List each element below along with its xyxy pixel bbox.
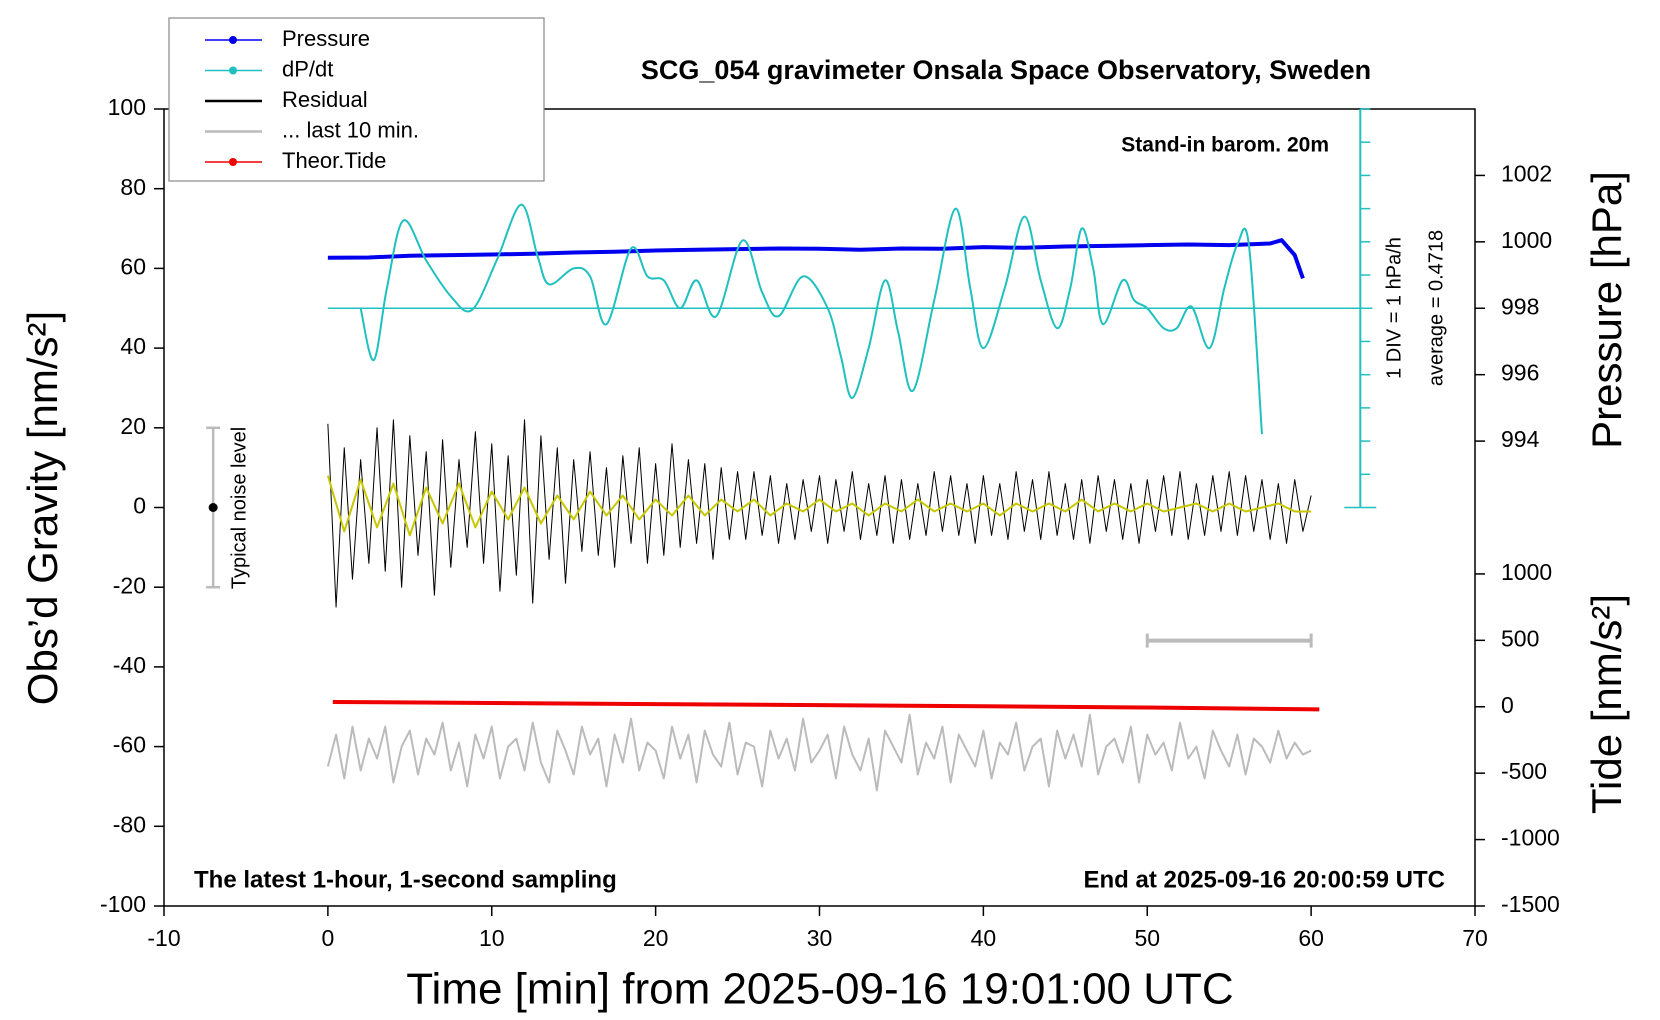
sampling-note: The latest 1-hour, 1-second sampling xyxy=(194,866,617,893)
x-tick-label: 70 xyxy=(1462,925,1488,951)
x-tick-label: 30 xyxy=(807,925,833,951)
x-tick-label: 60 xyxy=(1298,925,1324,951)
dpdt-average-label: average = 0.4718 xyxy=(1425,230,1447,386)
series-line xyxy=(359,203,1263,435)
legend-marker xyxy=(229,36,237,44)
chart-title: SCG_054 gravimeter Onsala Space Observat… xyxy=(641,55,1371,85)
x-tick-label: 40 xyxy=(971,925,997,951)
y3-tick-label: 0 xyxy=(1501,692,1514,718)
series-line xyxy=(327,419,1312,608)
y3-tick-label: -1500 xyxy=(1501,891,1560,917)
y-tick-label: -40 xyxy=(113,652,146,678)
y3-tick-label: 500 xyxy=(1501,625,1539,651)
y2-tick-label: 996 xyxy=(1501,360,1539,386)
y-tick-label: 80 xyxy=(120,174,146,200)
y2-tick-label: 994 xyxy=(1501,426,1540,452)
legend-box xyxy=(168,17,545,182)
legend-label: ... last 10 min. xyxy=(282,117,419,142)
dpdt-div-label: 1 DIV = 1 hPa/h xyxy=(1383,237,1405,379)
legend-label: Theor.Tide xyxy=(282,148,386,173)
y-tick-label: -100 xyxy=(100,891,146,917)
y2-tick-label: 1002 xyxy=(1501,160,1552,186)
x-axis-label: Time [min] from 2025-09-16 19:01:00 UTC xyxy=(406,965,1233,1014)
x-tick-label: 0 xyxy=(321,925,334,951)
y-tick-label: -60 xyxy=(113,732,146,758)
y3-tick-label: -1000 xyxy=(1501,825,1560,851)
y-tick-label: 20 xyxy=(120,413,146,439)
y3-axis-label: Tide [nm/s²] xyxy=(1583,594,1630,814)
y2-tick-label: 1000 xyxy=(1501,227,1552,253)
y-axis-label: Obs’d Gravity [nm/s²] xyxy=(19,311,66,705)
legend-marker xyxy=(229,66,237,75)
y-tick-label: 40 xyxy=(120,333,146,359)
x-tick-label: -10 xyxy=(147,925,180,951)
x-tick-label: 20 xyxy=(643,925,669,951)
x-tick-label: 10 xyxy=(479,925,505,951)
y3-tick-label: 1000 xyxy=(1501,559,1552,585)
y-tick-label: 100 xyxy=(108,94,146,120)
noise-label: Typical noise level xyxy=(228,427,250,589)
series-line xyxy=(327,238,1305,280)
y-tick-label: -80 xyxy=(113,811,146,837)
station-note: Stand-in barom. 20m xyxy=(1121,134,1329,157)
y2-tick-label: 998 xyxy=(1501,293,1539,319)
legend: Pressure dP/dt Residual ... last 10 min. The… xyxy=(168,17,545,182)
series-line xyxy=(332,699,1320,712)
legend-label: dP/dt xyxy=(282,56,333,81)
legend-label: Residual xyxy=(282,87,368,112)
legend-marker xyxy=(229,158,237,166)
legend-label: Pressure xyxy=(282,26,370,51)
plot-frame xyxy=(163,108,1476,907)
noise-dot xyxy=(208,503,218,512)
y-tick-label: 0 xyxy=(133,493,146,519)
y2-axis-label: Pressure [hPa] xyxy=(1583,171,1630,449)
series-line xyxy=(326,475,1312,537)
y-tick-label: -20 xyxy=(113,572,146,598)
end-note: End at 2025-09-16 20:00:59 UTC xyxy=(1084,866,1446,893)
x-tick-label: 50 xyxy=(1134,925,1160,951)
y-tick-label: 60 xyxy=(120,253,146,279)
series-line xyxy=(326,713,1312,792)
y3-tick-label: -500 xyxy=(1501,758,1547,784)
